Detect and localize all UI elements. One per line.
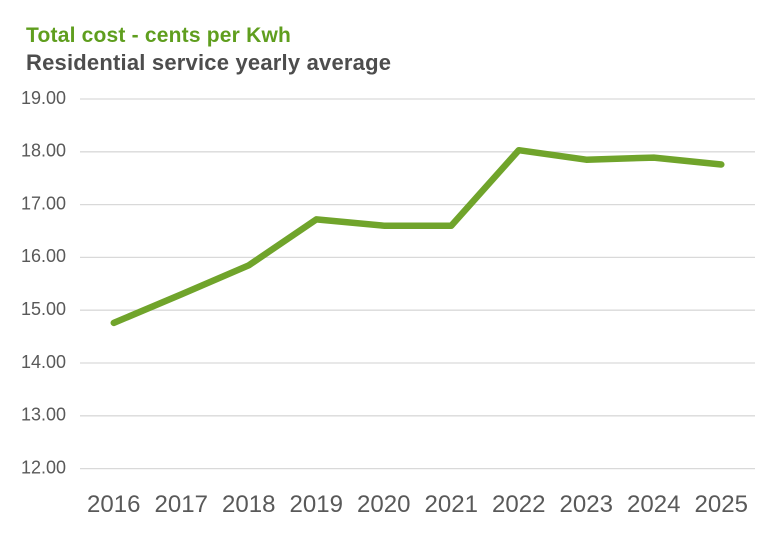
x-axis-tick-label: 2019 [290, 491, 343, 518]
x-axis-tick-label: 2020 [357, 491, 410, 518]
x-axis-tick-label: 2022 [492, 491, 545, 518]
y-axis-tick-label: 17.00 [21, 193, 66, 213]
x-axis-tick-label: 2025 [695, 491, 748, 518]
x-axis-tick-label: 2021 [425, 491, 478, 518]
chart-title: Total cost - cents per Kwh [26, 24, 292, 47]
x-axis-tick-label: 2016 [87, 491, 140, 518]
x-axis-tick-label: 2017 [155, 491, 208, 518]
y-axis-tick-label: 15.00 [21, 299, 66, 319]
y-axis-tick-label: 18.00 [21, 141, 66, 161]
x-axis-tick-label: 2024 [627, 491, 680, 518]
y-axis-tick-label: 13.00 [21, 405, 66, 425]
x-axis-tick-label: 2018 [222, 491, 275, 518]
chart-subtitle: Residential service yearly average [26, 50, 392, 75]
x-axis-tick-label: 2023 [560, 491, 613, 518]
series-line-total-cost [110, 146, 725, 327]
y-axis-tick-label: 14.00 [21, 352, 66, 372]
y-axis-tick-label: 19.00 [21, 88, 66, 108]
y-axis-tick-label: 12.00 [21, 457, 66, 477]
y-axis-tick-label: 16.00 [21, 246, 66, 266]
